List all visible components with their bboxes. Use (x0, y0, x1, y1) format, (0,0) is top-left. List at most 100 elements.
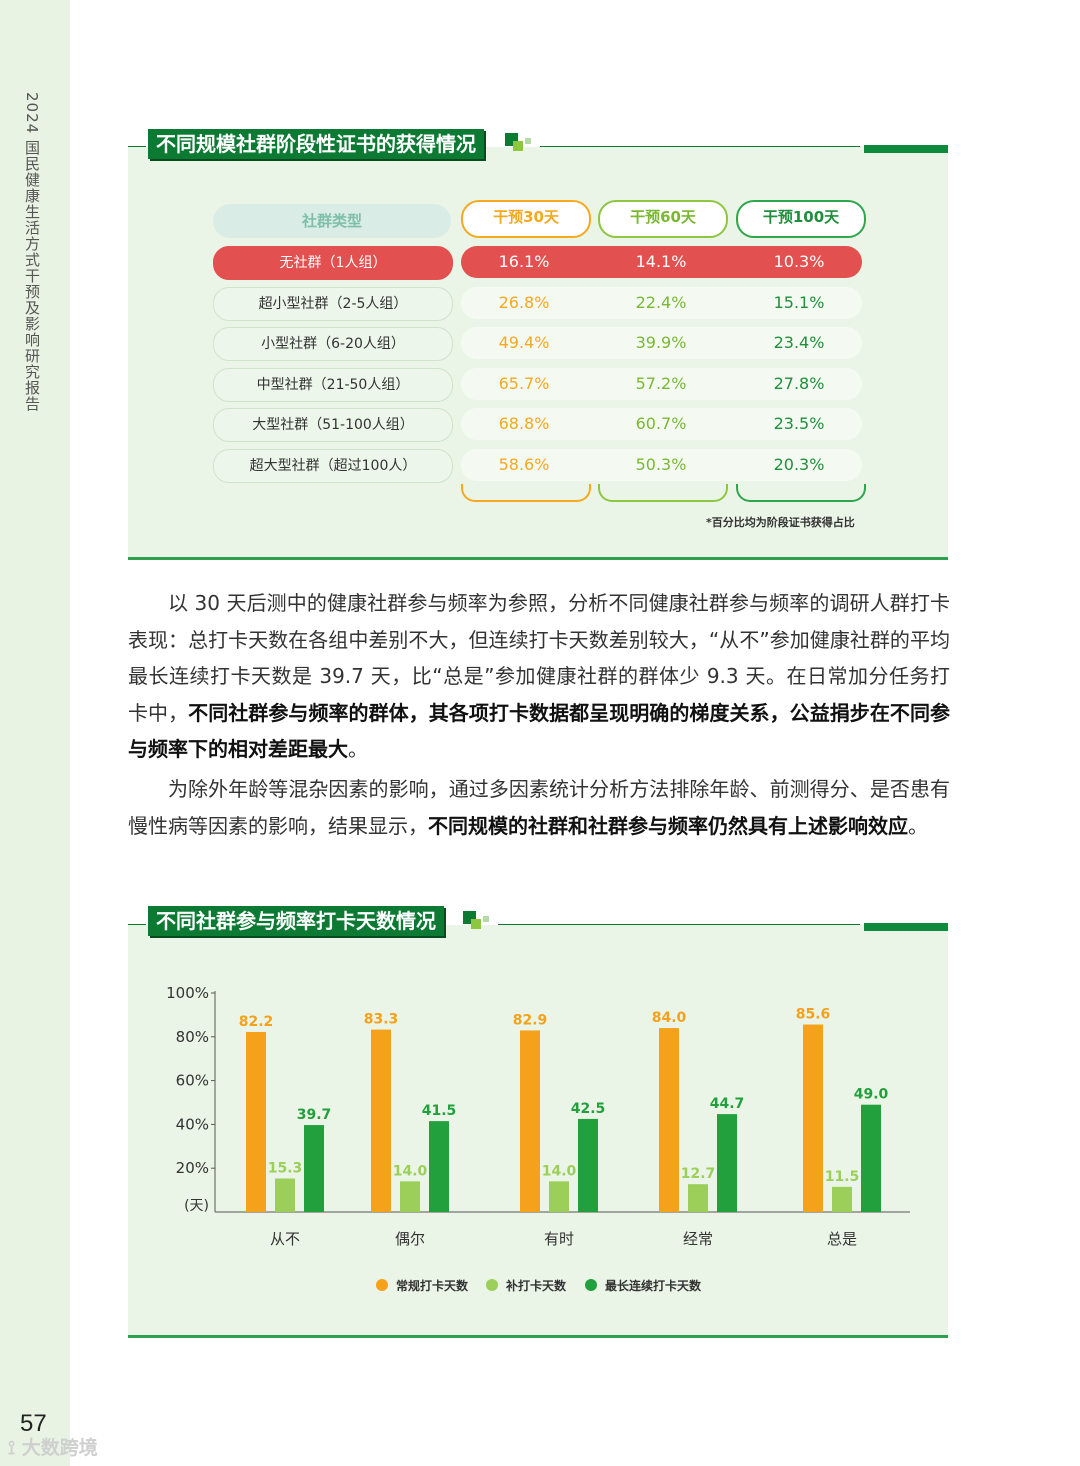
row-label: 大型社群（51-100人组） (213, 408, 453, 443)
bar (803, 1024, 823, 1212)
legend-label: 补打卡天数 (506, 1279, 567, 1293)
x-tick-label: 有时 (544, 1230, 574, 1248)
y-tick-label: 20% (176, 1159, 209, 1177)
body-paragraph-1: 以 30 天后测中的健康社群参与频率为参照，分析不同健康社群参与频率的调研人群打… (128, 585, 950, 768)
bar (832, 1186, 852, 1212)
col-header-60: 干预60天 (598, 200, 728, 238)
table-row: 68.8% 60.7% 23.5% (461, 408, 862, 441)
bar-value-label: 84.0 (652, 1010, 687, 1026)
panel-accent (864, 145, 948, 153)
cell-value: 22.4% (635, 292, 687, 312)
cell-value: 27.8% (773, 373, 825, 393)
table-footnote: *百分比均为阶段证书获得占比 (706, 516, 855, 529)
panel-accent (864, 923, 948, 931)
col-header-100: 干预100天 (736, 200, 866, 238)
table-row: 16.1% 14.1% 10.3% (461, 246, 862, 278)
p2-end: 。 (908, 813, 928, 838)
cell-value: 23.4% (773, 333, 825, 353)
legend-dot-icon (486, 1279, 498, 1291)
cell-value: 20.3% (773, 455, 825, 474)
table-row: 65.7% 57.2% 27.8% (461, 367, 862, 400)
table-row: 58.6% 50.3% 20.3% (461, 449, 862, 481)
x-tick-label: 总是 (827, 1230, 857, 1248)
square-deco-icon (505, 133, 531, 157)
cell-value: 49.4% (498, 333, 550, 353)
bar-value-label: 82.9 (513, 1012, 548, 1028)
col-frame-100 (736, 484, 866, 502)
bar-value-label: 42.5 (571, 1101, 606, 1117)
bar-chart: 100% 80% 60% 40% 20% (天) 82.2 15.3 39.7 从不 83.3 14.… (166, 984, 910, 1248)
bar (275, 1178, 295, 1212)
bar-value-label: 82.2 (239, 1014, 274, 1030)
cell-value: 23.5% (773, 414, 825, 434)
legend-item: 最长连续打卡天数 (585, 1277, 701, 1294)
cell-value: 60.7% (635, 414, 687, 434)
bar-value-label: 41.5 (422, 1103, 457, 1119)
cell-value: 15.1% (773, 292, 825, 312)
legend-dot-icon (585, 1279, 597, 1291)
col-header-type: 社群类型 (213, 204, 451, 238)
col-frame-30 (461, 484, 591, 502)
y-tick-label: 80% (176, 1028, 209, 1046)
heading-rule (128, 146, 146, 147)
legend-item: 常规打卡天数 (376, 1277, 468, 1294)
heading-rule (498, 924, 860, 925)
row-label: 中型社群（21-50人组） (213, 367, 453, 402)
bar-value-label: 15.3 (268, 1160, 303, 1176)
square-deco-icon (463, 911, 489, 935)
chart-heading: 不同社群参与频率打卡天数情况 (148, 906, 444, 936)
p2-text: 为除外年龄等混杂因素的影响，通过多因素统计分析方法排除年龄、前测得分、是否患有慢… (128, 777, 950, 838)
legend-label: 最长连续打卡天数 (605, 1279, 702, 1293)
cell-value: 39.9% (635, 333, 687, 353)
legend-label: 常规打卡天数 (396, 1279, 469, 1293)
heading-rule (128, 924, 146, 925)
row-label: 超大型社群（超过100人） (213, 449, 453, 483)
cell-value: 14.1% (635, 252, 687, 271)
bar-value-label: 12.7 (681, 1166, 716, 1182)
bar-value-label: 14.0 (542, 1163, 577, 1179)
legend-dot-icon (376, 1279, 388, 1291)
bar-value-label: 85.6 (796, 1007, 831, 1023)
body-paragraph-2: 为除外年龄等混杂因素的影响，通过多因素统计分析方法排除年龄、前测得分、是否患有慢… (128, 771, 950, 844)
bar (304, 1125, 324, 1212)
bar (578, 1118, 598, 1212)
cell-value: 16.1% (498, 252, 550, 271)
bar (246, 1031, 266, 1212)
bar (429, 1121, 449, 1212)
page-number: 57 (20, 1410, 47, 1437)
cell-value: 58.6% (498, 455, 550, 474)
cell-value: 65.7% (498, 373, 550, 393)
bar (688, 1184, 708, 1212)
x-tick-label: 从不 (270, 1230, 300, 1248)
table-row: 26.8% 22.4% 15.1% (461, 286, 862, 319)
bar (659, 1028, 679, 1212)
p2-bold: 不同规模的社群和社群参与频率仍然具有上述影响效应 (428, 813, 908, 838)
bar-value-label: 11.5 (825, 1169, 860, 1185)
cell-value: 10.3% (773, 252, 825, 271)
table-row: 49.4% 39.9% 23.4% (461, 327, 862, 360)
col-header-30: 干预30天 (461, 200, 591, 238)
x-tick-label: 偶尔 (395, 1230, 425, 1248)
sidebar-strip (0, 0, 70, 1466)
col-frame-60 (598, 484, 728, 502)
bar-value-label: 49.0 (854, 1087, 889, 1103)
x-tick-label: 经常 (683, 1230, 713, 1248)
bar (520, 1030, 540, 1212)
bar-value-label: 14.0 (393, 1163, 428, 1179)
report-title-vertical: 2024 国民健康生活方式干预及影响研究报告 (23, 92, 41, 412)
cell-value: 68.8% (498, 414, 550, 434)
y-tick-label: 40% (176, 1115, 209, 1133)
y-axis-label: (天) (184, 1198, 209, 1214)
bar (371, 1029, 391, 1212)
cell-value: 26.8% (498, 292, 550, 312)
row-label: 无社群（1人组） (213, 246, 453, 280)
bar (400, 1181, 420, 1212)
p1-bold: 不同社群参与频率的群体，其各项打卡数据都呈现明确的梯度关系，公益捐步在不同参与频… (128, 700, 951, 762)
table-heading: 不同规模社群阶段性证书的获得情况 (148, 129, 484, 159)
bar (717, 1114, 737, 1212)
cell-value: 50.3% (635, 455, 687, 474)
row-label: 小型社群（6-20人组） (213, 327, 453, 362)
bar (549, 1181, 569, 1212)
y-tick-label: 60% (176, 1072, 209, 1090)
bar-value-label: 44.7 (710, 1096, 745, 1112)
